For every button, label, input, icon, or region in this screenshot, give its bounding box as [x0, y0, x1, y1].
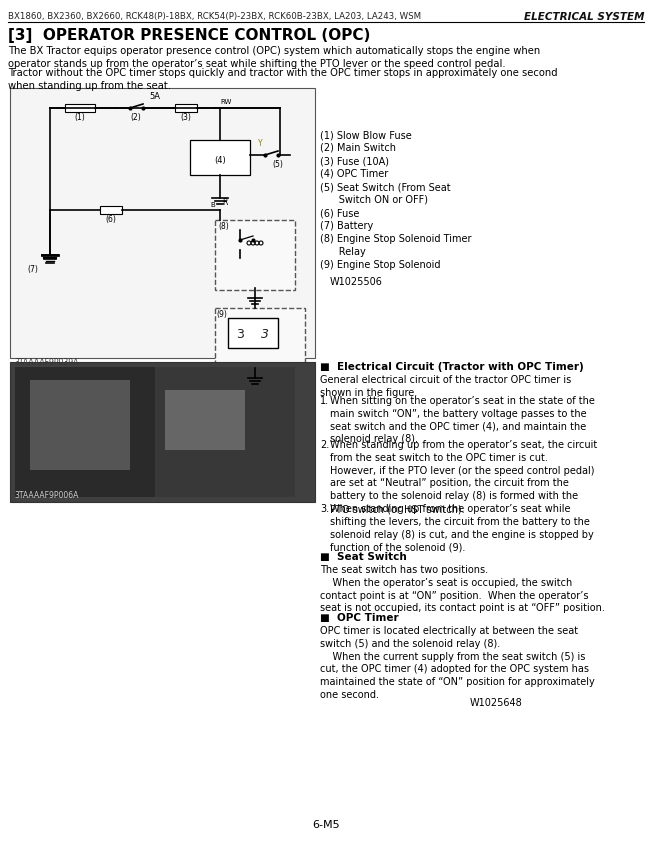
Text: 5A: 5A: [149, 92, 160, 101]
Text: (4) OPC Timer: (4) OPC Timer: [320, 169, 388, 179]
Text: ■  Seat Switch: ■ Seat Switch: [320, 552, 407, 562]
Text: OPC timer is located electrically at between the seat
switch (5) and the solenoi: OPC timer is located electrically at bet…: [320, 626, 595, 700]
Bar: [15, 367, 155, 497]
Text: BX1860, BX2360, BX2660, RCK48(P)-18BX, RCK54(P)-23BX, RCK60B-23BX, LA203, LA243,: BX1860, BX2360, BX2660, RCK48(P)-18BX, R…: [8, 12, 421, 21]
Text: (5) Seat Switch (From Seat: (5) Seat Switch (From Seat: [320, 182, 451, 192]
Text: 1.: 1.: [320, 396, 329, 406]
Text: RW: RW: [220, 99, 231, 105]
Text: 3TAAAAF9P039A: 3TAAAAF9P039A: [14, 358, 78, 367]
Text: [3]  OPERATOR PRESENCE CONTROL (OPC): [3] OPERATOR PRESENCE CONTROL (OPC): [8, 28, 370, 43]
Text: (2): (2): [130, 113, 141, 122]
Text: (9) Engine Stop Solenoid: (9) Engine Stop Solenoid: [320, 260, 441, 270]
Text: (1) Slow Blow Fuse: (1) Slow Blow Fuse: [320, 130, 412, 140]
Text: (5): (5): [273, 160, 284, 169]
Text: W1025506: W1025506: [330, 277, 383, 287]
Text: ELECTRICAL SYSTEM: ELECTRICAL SYSTEM: [524, 12, 644, 22]
Text: 2.: 2.: [320, 440, 329, 450]
Text: R: R: [222, 198, 228, 207]
Text: (6) Fuse: (6) Fuse: [320, 208, 359, 218]
Bar: [215, 308, 305, 368]
Text: When sitting on the operator’s seat in the state of the
main switch “ON”, the ba: When sitting on the operator’s seat in t…: [330, 396, 595, 444]
Bar: [10, 88, 315, 358]
Text: (8) Engine Stop Solenoid Timer: (8) Engine Stop Solenoid Timer: [320, 234, 471, 244]
Bar: [228, 318, 278, 348]
Text: (7) Battery: (7) Battery: [320, 221, 373, 231]
Text: Switch ON or OFF): Switch ON or OFF): [320, 195, 428, 205]
Text: 6-M5: 6-M5: [312, 820, 340, 830]
Bar: [65, 104, 95, 112]
Text: The seat switch has two positions.
    When the operator’s seat is occupied, the: The seat switch has two positions. When …: [320, 565, 605, 614]
Text: (4): (4): [214, 155, 226, 164]
Bar: [10, 362, 315, 502]
Bar: [175, 104, 197, 112]
Text: 3.: 3.: [320, 504, 329, 514]
Text: B: B: [210, 202, 215, 208]
Text: (9): (9): [216, 310, 227, 319]
Text: General electrical circuit of the tractor OPC timer is
shown in the figure.: General electrical circuit of the tracto…: [320, 375, 571, 398]
Bar: [30, 380, 130, 470]
Text: Y: Y: [258, 139, 263, 148]
Text: (2) Main Switch: (2) Main Switch: [320, 143, 396, 153]
Bar: [215, 220, 295, 290]
Text: When standing up from the operator’s seat, the circuit
from the seat switch to t: When standing up from the operator’s sea…: [330, 440, 597, 514]
Text: (3) Fuse (10A): (3) Fuse (10A): [320, 156, 389, 166]
Bar: [165, 390, 245, 450]
Text: 3: 3: [236, 329, 244, 341]
Text: 3: 3: [261, 329, 269, 341]
Text: The BX Tractor equips operator presence control (OPC) system which automatically: The BX Tractor equips operator presence …: [8, 46, 541, 69]
Text: When standing up from the operator’s seat while
shifting the levers, the circuit: When standing up from the operator’s sea…: [330, 504, 594, 552]
Text: (3): (3): [181, 113, 192, 122]
Bar: [190, 140, 250, 175]
Text: (8): (8): [218, 222, 229, 231]
Text: W1025648: W1025648: [470, 698, 523, 708]
Text: (6): (6): [106, 215, 117, 224]
Text: (1): (1): [74, 113, 85, 122]
Text: (7): (7): [27, 265, 38, 274]
Bar: [100, 206, 122, 214]
Text: Tractor without the OPC timer stops quickly and tractor with the OPC timer stops: Tractor without the OPC timer stops quic…: [8, 68, 557, 91]
Bar: [155, 367, 295, 497]
Text: ■  Electrical Circuit (Tractor with OPC Timer): ■ Electrical Circuit (Tractor with OPC T…: [320, 362, 584, 372]
Text: Relay: Relay: [320, 247, 366, 257]
Text: ■  OPC Timer: ■ OPC Timer: [320, 613, 398, 623]
Text: 3TAAAAF9P006A: 3TAAAAF9P006A: [14, 491, 78, 500]
